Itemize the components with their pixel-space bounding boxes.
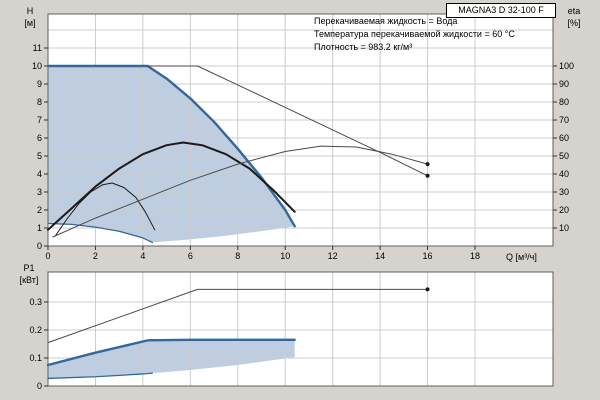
- eta-tick-label: 50: [559, 151, 569, 161]
- y-tick-label: 11: [33, 43, 42, 53]
- eta-tick-label: 10: [559, 223, 569, 233]
- y-tick-label: 3: [37, 187, 42, 197]
- p1-axis-unit: [кВт]: [19, 275, 39, 285]
- eta-axis-symbol: eta: [567, 6, 581, 16]
- eta-tick-label: 60: [559, 133, 569, 143]
- x-tick-label: 18: [470, 251, 480, 261]
- eta-tick-label: 20: [559, 205, 569, 215]
- x-tick-label: 4: [140, 251, 145, 261]
- eta-tick-label: 100: [559, 61, 574, 71]
- y-tick-label: 0: [37, 381, 42, 391]
- y-tick-label: 0.1: [29, 353, 42, 363]
- annotation-fluid: Перекачиваемая жидкость = Вода: [314, 16, 458, 26]
- top-chart-border: [47, 13, 554, 247]
- power-max-curve: [47, 288, 429, 344]
- power-min-curve: [47, 372, 154, 380]
- annotation-density: Плотность = 983.2 кг/м³: [314, 42, 413, 52]
- curve-end-marker: [425, 287, 430, 292]
- y-tick-label: 2: [37, 205, 42, 215]
- eta-single-curve: [54, 182, 156, 237]
- bottom-chart-border: [47, 271, 554, 387]
- y-tick-label: 0.2: [29, 325, 42, 335]
- x-tick-label: 10: [280, 251, 290, 261]
- power-duty-curve: [46, 338, 296, 367]
- y-tick-label: 0.3: [29, 297, 42, 307]
- x-tick-label: 12: [328, 251, 338, 261]
- max-speed-curve: [46, 64, 296, 228]
- h-axis-symbol: H: [26, 6, 34, 16]
- eta-duty-curve: [47, 141, 296, 231]
- y-tick-label: 0: [37, 241, 42, 251]
- x-tick-label: 6: [188, 251, 193, 261]
- y-tick-label: 8: [37, 97, 42, 107]
- q-axis-title: Q [м³/ч]: [506, 252, 537, 262]
- p1-axis-title: P1 [кВт]: [12, 262, 46, 286]
- min-speed-curve: [47, 222, 154, 244]
- pump-model-title: MAGNA3 D 32-100 F: [446, 3, 556, 18]
- eta-tick-label: 30: [559, 187, 569, 197]
- y-tick-label: 5: [37, 151, 42, 161]
- y-tick-label: 6: [37, 133, 42, 143]
- x-tick-label: 16: [423, 251, 433, 261]
- curve-end-marker: [425, 173, 430, 178]
- x-tick-label: 2: [93, 251, 98, 261]
- y-tick-label: 1: [37, 223, 42, 233]
- curve-end-marker: [425, 162, 430, 167]
- duty-range-area: [48, 66, 295, 243]
- eta-axis-title: eta [%]: [558, 5, 590, 29]
- y-tick-label: 4: [37, 169, 42, 179]
- y-tick-label: 10: [32, 61, 42, 71]
- bottom-chart: 0 0.1 0.2 0.3: [29, 271, 554, 391]
- mains-max-curve: [147, 65, 429, 177]
- y-tick-label: 7: [37, 115, 42, 125]
- eta-tick-label: 70: [559, 115, 569, 125]
- eta-tick-label: 90: [559, 79, 569, 89]
- h-axis-unit: [м]: [24, 18, 36, 28]
- y-tick-label: 9: [37, 79, 42, 89]
- eta-tick-label: 80: [559, 97, 569, 107]
- x-tick-label: 14: [375, 251, 385, 261]
- annotation-temperature: Температура перекачиваемой жидкости = 60…: [314, 29, 515, 39]
- eta-full-curve: [52, 145, 429, 238]
- h-axis-title: H [м]: [16, 5, 44, 29]
- fluid-annotations: Перекачиваемая жидкость = Вода Температу…: [314, 15, 515, 54]
- eta-axis-unit: [%]: [567, 18, 581, 28]
- p1-axis-symbol: P1: [23, 263, 35, 273]
- eta-tick-label: 40: [559, 169, 569, 179]
- x-tick-label: 8: [235, 251, 240, 261]
- x-tick-label: 0: [45, 251, 50, 261]
